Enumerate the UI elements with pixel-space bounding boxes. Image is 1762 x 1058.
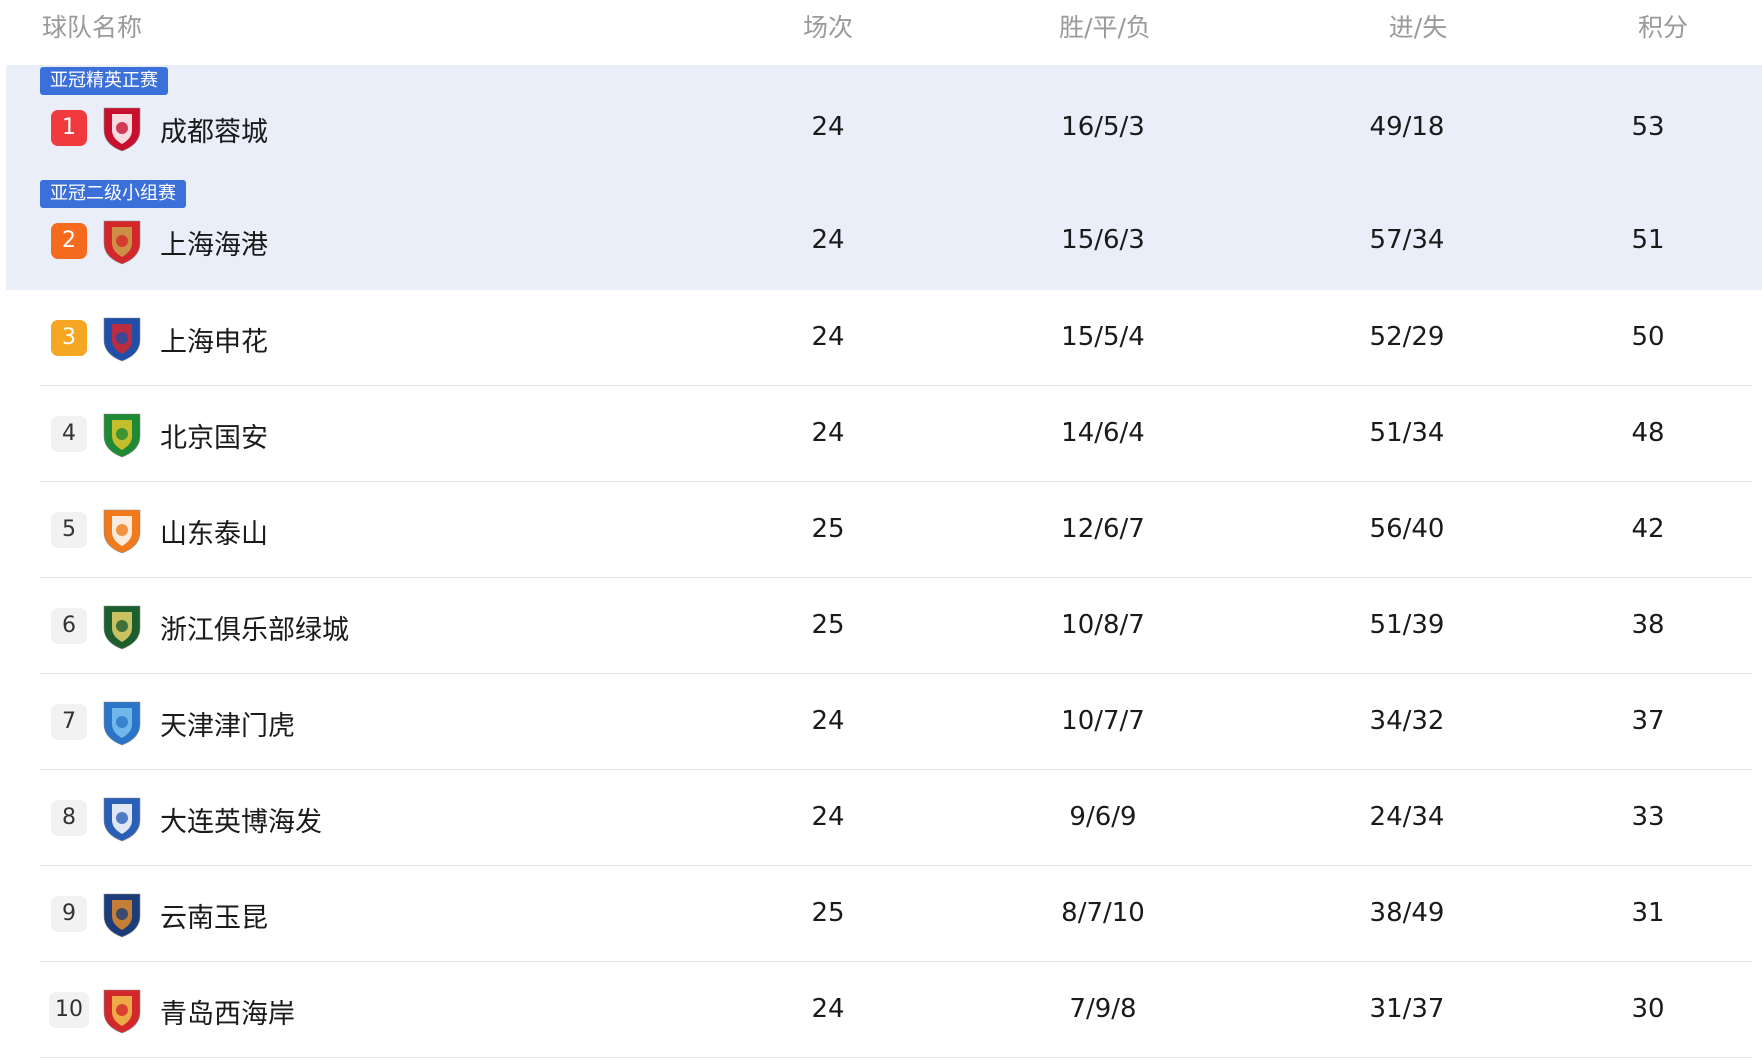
played-cell: 25 [811,514,845,544]
played-cell: 24 [811,225,845,255]
table-row[interactable]: 5 山东泰山 25 12/6/7 56/40 42 [0,482,1762,578]
shenhua-crest-icon [103,317,141,362]
points-cell: 31 [1631,898,1665,928]
header-points[interactable]: 积分 [1637,13,1689,42]
wdl-cell: 9/6/9 [1069,802,1137,832]
table-header: 球队名称 场次 胜/平/负 进/失 积分 [0,0,1762,65]
played-cell: 24 [811,706,845,736]
taishan-crest-icon [103,509,141,554]
table-row[interactable]: 9 云南玉昆 25 8/7/10 38/49 31 [0,866,1762,962]
team-name[interactable]: 上海申花 [160,327,268,358]
row-divider [40,673,1752,674]
played-cell: 25 [811,898,845,928]
guoan-crest-icon [103,413,141,458]
row-divider [40,577,1752,578]
table-row[interactable]: 4 北京国安 24 14/6/4 51/34 48 [0,386,1762,482]
shanghai-port-crest-icon [103,220,141,265]
chengdu-crest-icon [103,107,141,152]
points-cell: 51 [1631,225,1665,255]
wdl-cell: 10/7/7 [1061,706,1145,736]
played-cell: 24 [811,418,845,448]
team-name[interactable]: 山东泰山 [160,519,268,550]
team-name[interactable]: 浙江俱乐部绿城 [160,615,349,646]
points-cell: 33 [1631,802,1665,832]
table-row[interactable]: 7 天津津门虎 24 10/7/7 34/32 37 [0,674,1762,770]
tianjin-crest-icon [103,701,141,746]
points-cell: 53 [1631,112,1665,142]
wdl-cell: 14/6/4 [1061,418,1145,448]
rank-badge: 5 [51,512,87,548]
goals-cell: 52/29 [1369,322,1445,352]
team-name[interactable]: 天津津门虎 [160,711,295,742]
goals-cell: 34/32 [1369,706,1445,736]
team-name[interactable]: 成都蓉城 [160,117,268,148]
qualification-tag: 亚冠精英正赛 [40,67,168,95]
points-cell: 48 [1631,418,1665,448]
row-divider [40,865,1752,866]
table-row[interactable]: 亚冠精英正赛 1 成都蓉城 24 16/5/3 49/18 53 [0,65,1762,178]
header-played[interactable]: 场次 [802,13,854,42]
rank-badge: 2 [51,223,87,259]
header-wdl[interactable]: 胜/平/负 [1059,13,1151,42]
wdl-cell: 12/6/7 [1061,514,1145,544]
rank-badge: 3 [51,320,87,356]
row-divider [40,769,1752,770]
rank-badge: 8 [51,800,87,836]
played-cell: 24 [811,994,845,1024]
goals-cell: 51/34 [1369,418,1445,448]
team-name[interactable]: 云南玉昆 [160,903,268,934]
played-cell: 24 [811,322,845,352]
table-row[interactable]: 亚冠二级小组赛 2 上海海港 24 15/6/3 57/34 51 [0,178,1762,290]
team-name[interactable]: 大连英博海发 [160,807,322,838]
yunnan-crest-icon [103,893,141,938]
header-goals[interactable]: 进/失 [1388,13,1448,42]
wdl-cell: 10/8/7 [1061,610,1145,640]
qualification-highlight [6,178,1762,290]
goals-cell: 51/39 [1369,610,1445,640]
table-row[interactable]: 10 青岛西海岸 24 7/9/8 31/37 30 [0,962,1762,1058]
qingdao-crest-icon [103,989,141,1034]
wdl-cell: 15/6/3 [1061,225,1145,255]
points-cell: 30 [1631,994,1665,1024]
played-cell: 25 [811,610,845,640]
rank-badge: 6 [51,608,87,644]
goals-cell: 56/40 [1369,514,1445,544]
team-name[interactable]: 上海海港 [160,230,268,261]
rank-badge: 7 [51,704,87,740]
team-name[interactable]: 青岛西海岸 [160,999,295,1030]
played-cell: 24 [811,802,845,832]
wdl-cell: 7/9/8 [1069,994,1137,1024]
goals-cell: 31/37 [1369,994,1445,1024]
wdl-cell: 16/5/3 [1061,112,1145,142]
points-cell: 37 [1631,706,1665,736]
points-cell: 42 [1631,514,1665,544]
points-cell: 38 [1631,610,1665,640]
dalian-crest-icon [103,797,141,842]
points-cell: 50 [1631,322,1665,352]
rank-badge: 10 [49,992,89,1028]
zhejiang-crest-icon [103,605,141,650]
team-name[interactable]: 北京国安 [160,423,268,454]
wdl-cell: 15/5/4 [1061,322,1145,352]
rank-badge: 1 [51,110,87,146]
table-row[interactable]: 8 大连英博海发 24 9/6/9 24/34 33 [0,770,1762,866]
wdl-cell: 8/7/10 [1061,898,1145,928]
table-row[interactable]: 6 浙江俱乐部绿城 25 10/8/7 51/39 38 [0,578,1762,674]
rank-badge: 9 [51,896,87,932]
goals-cell: 38/49 [1369,898,1445,928]
qualification-highlight [6,65,1762,178]
row-divider [40,481,1752,482]
goals-cell: 57/34 [1369,225,1445,255]
played-cell: 24 [811,112,845,142]
goals-cell: 24/34 [1369,802,1445,832]
rank-badge: 4 [51,416,87,452]
row-divider [40,961,1752,962]
row-divider [40,385,1752,386]
qualification-tag: 亚冠二级小组赛 [40,180,186,208]
header-team-name: 球队名称 [42,13,143,42]
goals-cell: 49/18 [1369,112,1445,142]
table-row[interactable]: 3 上海申花 24 15/5/4 52/29 50 [0,290,1762,386]
